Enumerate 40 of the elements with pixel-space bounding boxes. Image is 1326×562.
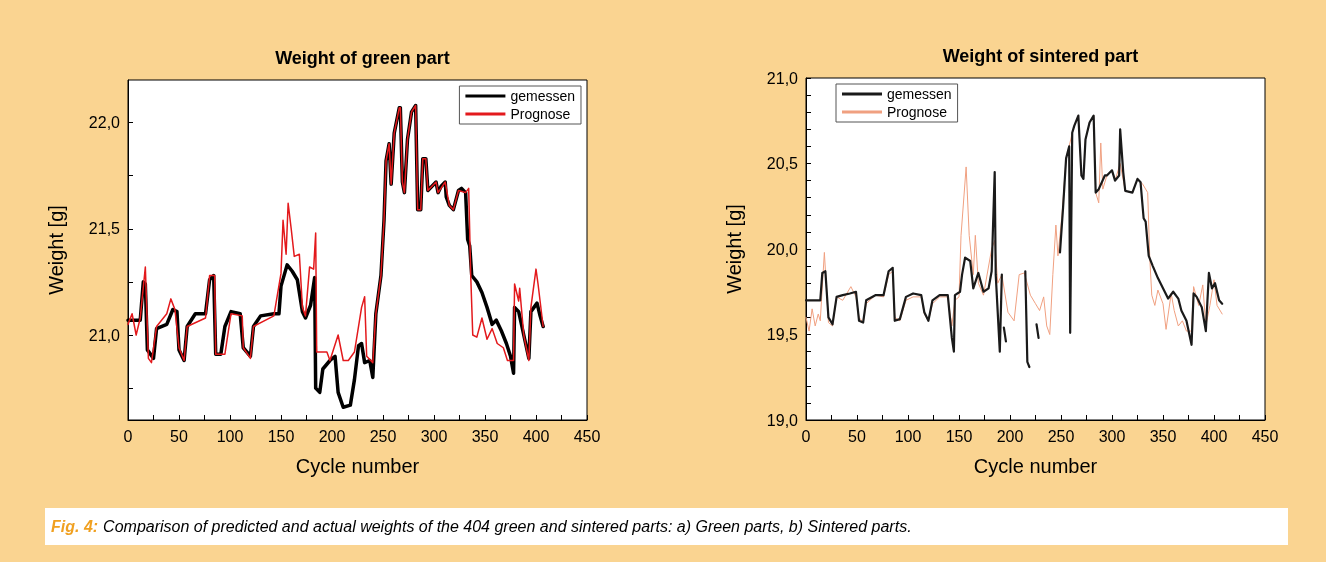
x-tick-label: 0 — [801, 427, 811, 445]
legend-label: gemessen — [887, 86, 952, 102]
x-tick-label: 200 — [318, 427, 346, 445]
x-tick-label: 300 — [1098, 427, 1126, 445]
legend-label: gemessen — [510, 88, 575, 104]
x-axis-title: Cycle number — [973, 455, 1098, 477]
y-tick-label: 19,5 — [766, 326, 799, 343]
y-tick-label: 21,5 — [88, 220, 121, 238]
chart-title: Weight of green part — [275, 48, 450, 68]
x-tick-label: 50 — [170, 427, 188, 445]
x-tick-label: 350 — [471, 427, 499, 445]
x-tick-label: 150 — [267, 427, 295, 445]
x-tick-label: 150 — [945, 427, 973, 445]
y-tick-label: 20,5 — [766, 155, 799, 172]
x-tick-label: 100 — [216, 427, 244, 445]
x-tick-label: 450 — [573, 427, 601, 445]
legend-label: Prognose — [887, 104, 948, 120]
y-tick-label: 21,0 — [766, 69, 799, 87]
x-axis-title: Cycle number — [295, 455, 420, 477]
y-tick-label: 19,0 — [766, 411, 799, 429]
x-tick-label: 350 — [1149, 427, 1177, 445]
x-tick-label: 200 — [996, 427, 1024, 445]
x-tick-label: 100 — [894, 427, 922, 445]
y-tick-label: 21,0 — [88, 326, 121, 344]
text: Comparison of predicted and actual weights of the 404 green and sintered parts: a) Green parts, b) Sintered parts. — [103, 517, 912, 536]
x-tick-label: 300 — [420, 427, 448, 445]
x-tick-label: 400 — [522, 427, 550, 445]
x-tick-label: 250 — [1047, 427, 1075, 445]
legend-label: Prognose — [510, 106, 571, 122]
y-tick-label: 20,0 — [766, 240, 799, 258]
x-tick-label: 0 — [123, 427, 133, 445]
chart-title: Weight of sintered part — [942, 46, 1139, 66]
x-tick-label: 50 — [848, 427, 866, 445]
x-tick-label: 450 — [1251, 427, 1279, 445]
x-tick-label: 400 — [1200, 427, 1228, 445]
caption: Fig. 4: — [51, 517, 99, 536]
y-axis-title: Weight [g] — [45, 205, 67, 295]
x-tick-label: 250 — [369, 427, 397, 445]
y-axis-title: Weight [g] — [723, 204, 745, 294]
y-tick-label: 22,0 — [88, 114, 121, 131]
